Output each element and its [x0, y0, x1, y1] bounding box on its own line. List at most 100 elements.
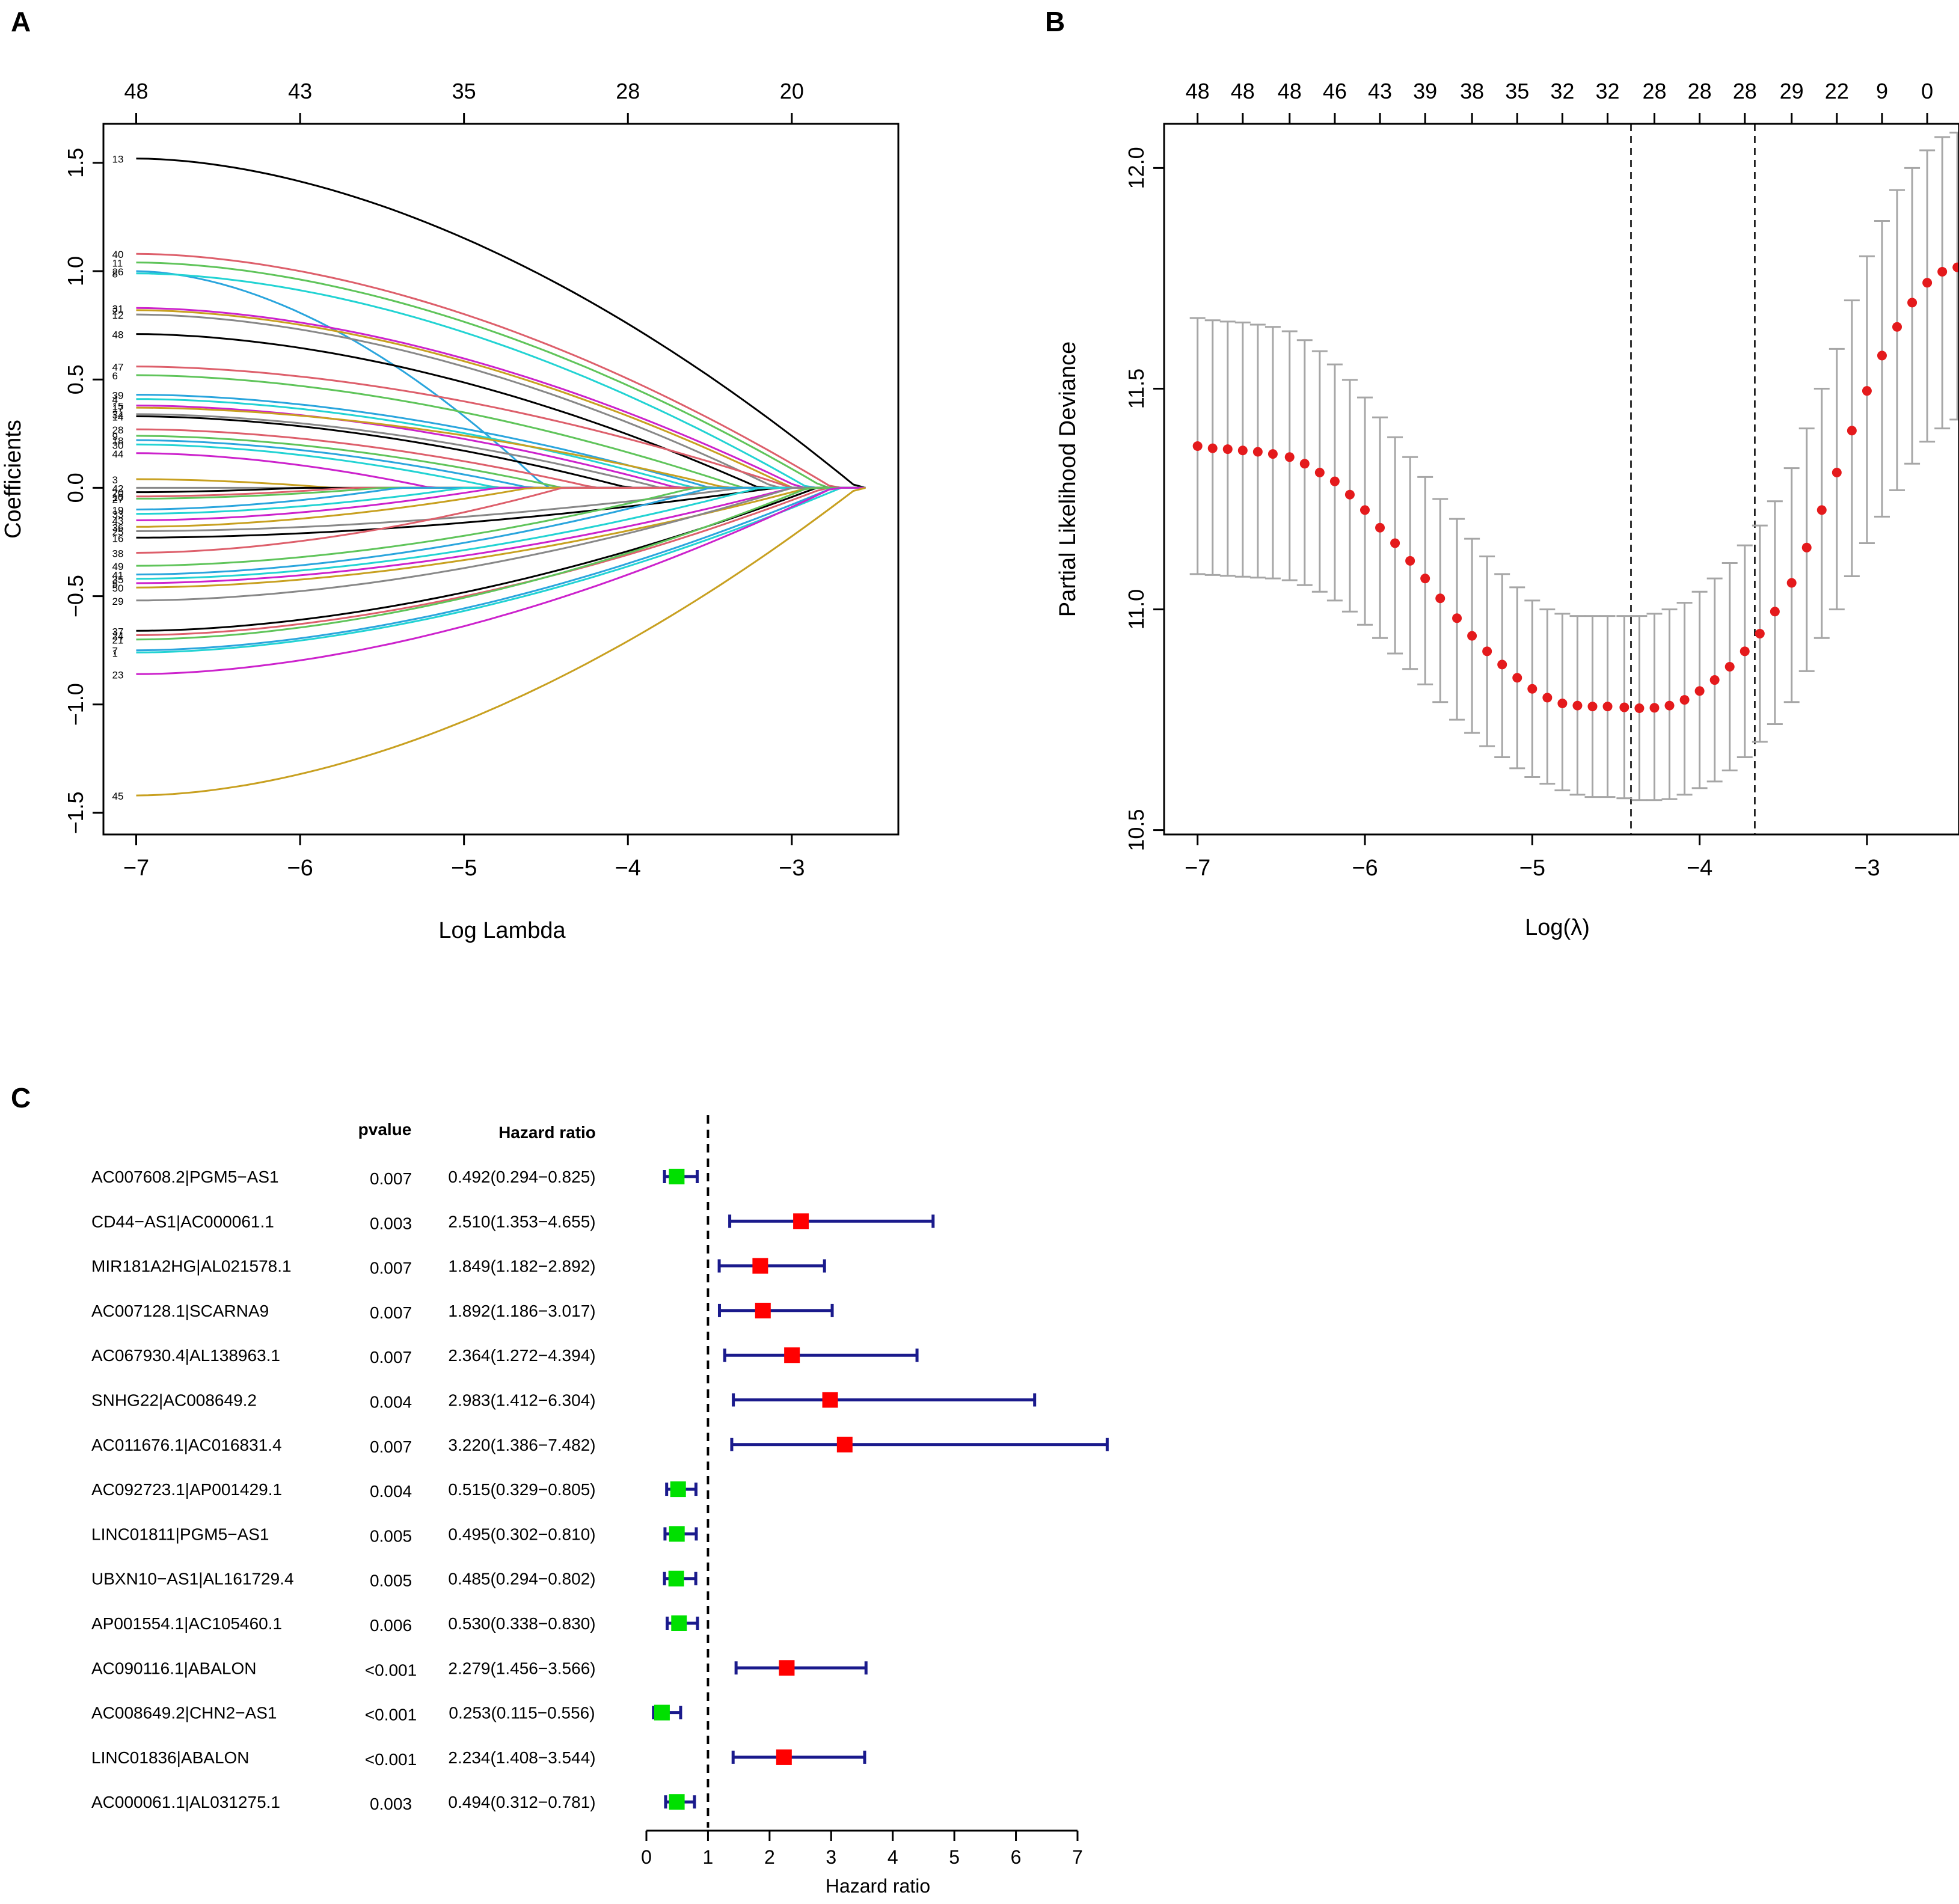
panel-label-b: B — [1045, 6, 1065, 37]
coefficient-path — [136, 366, 866, 489]
coefficient-path-label: 19 — [112, 504, 124, 516]
cv-point — [1207, 443, 1218, 453]
coefficient-path-label: 36 — [112, 522, 124, 533]
x-tick-label: −4 — [1687, 856, 1712, 881]
x-tick-label: −4 — [615, 856, 641, 881]
pvalue-text: 0.007 — [370, 1348, 412, 1367]
coefficient-path-label: 47 — [112, 362, 124, 373]
lambda-reference-lines — [1630, 124, 1756, 834]
cv-point — [1786, 578, 1797, 588]
cv-point — [1482, 646, 1492, 657]
coefficient-path-label: 27 — [112, 494, 124, 505]
x-tick-label: −5 — [451, 856, 477, 881]
gene-label: AC007128.1|SCARNA9 — [91, 1302, 269, 1320]
x-tick-label: −7 — [123, 856, 149, 881]
y-tick-label: −1.0 — [63, 683, 88, 726]
top-tick-label: 48 — [1231, 79, 1255, 103]
coefficient-path-label: 24 — [112, 630, 124, 641]
cv-point — [1542, 693, 1553, 703]
panel-label-c: C — [11, 1082, 31, 1113]
hazard-ratio-text: 1.849(1.182−2.892) — [448, 1257, 595, 1276]
top-tick-label: 38 — [1460, 79, 1484, 103]
coefficient-path-label: 41 — [112, 570, 124, 581]
column-header-hazard-ratio: Hazard ratio — [498, 1123, 596, 1142]
cv-deviance-plot: −7 −6 −5 −4 −3 10.5 11.0 11.5 12.0 48 48 48 46 43 39… — [1055, 79, 1959, 940]
hazard-ratio-text: 1.892(1.186−3.017) — [448, 1302, 595, 1320]
hazard-ratio-marker — [654, 1704, 670, 1721]
gene-label: AP001554.1|AC105460.1 — [91, 1614, 282, 1633]
top-tick-label: 9 — [1876, 79, 1888, 103]
cv-point — [1284, 452, 1295, 462]
hazard-ratio-marker — [784, 1347, 800, 1364]
gene-label: CD44−AS1|AC000061.1 — [91, 1212, 274, 1231]
hazard-ratio-text: 2.234(1.408−3.544) — [448, 1748, 595, 1767]
cv-point — [1467, 631, 1477, 641]
gene-label: AC008649.2|CHN2−AS1 — [91, 1704, 277, 1722]
forest-row: AC092723.1|AP001429.1 0.004 0.515(0.329−0.… — [91, 1480, 697, 1501]
coefficient-path-label: 28 — [112, 424, 124, 436]
cv-point — [1832, 467, 1842, 477]
coefficient-path-label: 16 — [112, 533, 124, 544]
hazard-ratio-marker — [669, 1794, 685, 1810]
cv-point — [1816, 505, 1827, 515]
lasso-coefficient-plot: 1340112683121248476394151734142891830443… — [1, 79, 900, 943]
pvalue-text: 0.004 — [370, 1482, 412, 1501]
gene-label: AC067930.4|AL138963.1 — [91, 1346, 280, 1365]
x-tick-label: 6 — [1011, 1846, 1022, 1868]
y-axis-label-b: Partial Likelihood Deviance — [1055, 341, 1081, 617]
cv-point — [1497, 660, 1507, 670]
forest-rows: AC007608.2|PGM5−AS1 0.007 0.492(0.294−0.82… — [91, 1168, 1109, 1813]
pvalue-text: 0.003 — [370, 1795, 412, 1813]
top-tick-label: 35 — [452, 79, 476, 103]
x-axis-label-b: Log(λ) — [1525, 915, 1590, 940]
coefficient-path-label: 35 — [112, 574, 124, 586]
hazard-ratio-text: 0.515(0.329−0.805) — [448, 1480, 595, 1499]
forest-row: AC007128.1|SCARNA9 0.007 1.892(1.186−3.017… — [91, 1302, 834, 1322]
hazard-ratio-marker — [668, 1570, 684, 1587]
cv-point — [1862, 386, 1872, 396]
coefficient-path — [136, 253, 866, 489]
x-tick-label: −6 — [287, 856, 313, 881]
cv-point — [1679, 695, 1690, 705]
cv-point — [1252, 447, 1263, 457]
hazard-ratio-text: 2.279(1.456−3.566) — [448, 1659, 595, 1677]
forest-row: LINC01811|PGM5−AS1 0.005 0.495(0.302−0.810… — [91, 1525, 698, 1545]
gene-label: AC011676.1|AC016831.4 — [91, 1436, 282, 1454]
hazard-ratio-marker — [752, 1258, 768, 1274]
coefficient-path-label: 21 — [112, 635, 124, 646]
gene-label: UBXN10−AS1|AL161729.4 — [91, 1570, 294, 1588]
coefficient-path-label: 7 — [112, 646, 118, 657]
gene-label: SNHG22|AC008649.2 — [91, 1391, 257, 1410]
hazard-ratio-marker — [671, 1615, 687, 1631]
coefficient-path-label: 33 — [112, 509, 124, 521]
coefficient-path — [136, 486, 866, 580]
y-tick-label: 1.5 — [63, 148, 88, 178]
pvalue-text: <0.001 — [365, 1750, 417, 1769]
gene-label: AC007608.2|PGM5−AS1 — [91, 1168, 279, 1186]
cv-point — [1649, 703, 1660, 713]
y-tick-label: 0.0 — [63, 473, 88, 503]
cv-point — [1634, 703, 1645, 714]
cv-point — [1587, 702, 1598, 712]
cv-point — [1724, 662, 1735, 672]
x-axis-label-c: Hazard ratio — [826, 1875, 930, 1897]
coefficient-path-label: 40 — [112, 249, 124, 260]
y-tick-label: 0.5 — [63, 364, 88, 394]
y-tick-label: 1.0 — [63, 256, 88, 286]
coefficient-path — [136, 486, 866, 652]
coefficient-path-label: 26 — [112, 266, 124, 278]
y-axis-b: 10.5 11.0 11.5 12.0 — [1124, 147, 1164, 851]
coefficient-path-label: 49 — [112, 561, 124, 572]
hazard-ratio-text: 2.364(1.272−4.394) — [448, 1346, 595, 1365]
top-tick-label: 28 — [616, 79, 640, 103]
top-tick-label: 48 — [1186, 79, 1210, 103]
forest-row: AP001554.1|AC105460.1 0.006 0.530(0.338−0.… — [91, 1614, 699, 1635]
x-axis-a: −7 −6 −5 −4 −3 — [123, 834, 805, 881]
cv-point — [1602, 702, 1613, 712]
top-axis-a: 48 43 35 28 20 — [124, 79, 804, 124]
coefficient-path — [136, 272, 866, 489]
hazard-ratio-text: 0.494(0.312−0.781) — [448, 1793, 595, 1811]
x-axis-label-a: Log Lambda — [438, 918, 566, 943]
top-tick-label: 28 — [1688, 79, 1712, 103]
pvalue-text: 0.005 — [370, 1526, 412, 1545]
